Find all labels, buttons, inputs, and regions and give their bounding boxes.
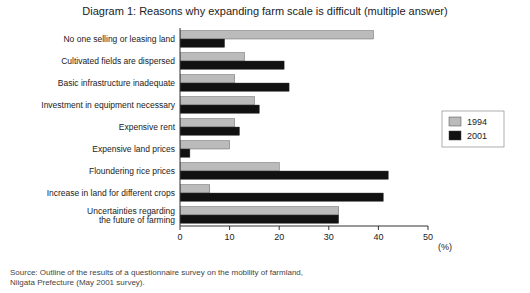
- bar: [180, 215, 339, 223]
- bar: [180, 31, 373, 39]
- x-tick-label: 40: [373, 232, 383, 242]
- category-label: Floundering rice prices: [89, 166, 175, 176]
- bar: [180, 97, 254, 105]
- category-label: Uncertainties regardingthe future of far…: [87, 206, 175, 225]
- bar: [180, 207, 339, 215]
- x-tick-label: 20: [274, 232, 284, 242]
- category-label: Increase in land for different crops: [47, 188, 175, 198]
- x-tick-label: 10: [225, 232, 235, 242]
- x-tick-label: 0: [177, 232, 182, 242]
- x-tick-label: 50: [423, 232, 433, 242]
- bar: [180, 61, 284, 69]
- x-tick: [428, 226, 429, 230]
- bar: [180, 149, 190, 157]
- y-axis: [180, 28, 181, 226]
- title: Diagram 1: Reasons why expanding farm sc…: [82, 5, 447, 17]
- category-label: Investment in equipment necessary: [41, 100, 175, 110]
- x-axis: [180, 226, 428, 227]
- bar: [180, 83, 289, 91]
- category-label: Expensive land prices: [92, 144, 175, 154]
- legend: 1994 2001: [442, 111, 504, 147]
- bar: [180, 185, 210, 193]
- bar: [180, 171, 388, 179]
- x-tick: [328, 226, 329, 230]
- x-tick: [180, 226, 181, 230]
- source-note: Source: Outline of the results of a ques…: [10, 268, 303, 287]
- bar: [180, 127, 240, 135]
- x-tick: [279, 226, 280, 230]
- bar: [180, 75, 235, 83]
- category-label: No one selling or leasing land: [63, 34, 175, 44]
- x-tick: [229, 226, 230, 230]
- bar: [180, 105, 259, 113]
- bar: [180, 141, 230, 149]
- legend-swatch: [449, 131, 461, 140]
- bar: [180, 39, 225, 47]
- bar: [180, 119, 235, 127]
- category-label: Basic infrastructure inadequate: [58, 78, 175, 88]
- bars: [180, 31, 388, 224]
- legend-swatch: [449, 117, 461, 126]
- legend-label: 2001: [467, 131, 487, 141]
- x-tick: [378, 226, 379, 230]
- x-tick-label: 30: [324, 232, 334, 242]
- category-label: Expensive rent: [119, 122, 176, 132]
- x-axis-label: (%): [438, 242, 452, 252]
- bar: [180, 163, 279, 171]
- legend-box: [442, 111, 504, 147]
- legend-label: 1994: [467, 117, 487, 127]
- chart: Diagram 1: Reasons why expanding farm sc…: [0, 0, 530, 293]
- bar: [180, 193, 383, 201]
- category-label: Cultivated fields are dispersed: [61, 56, 175, 66]
- bar: [180, 53, 244, 61]
